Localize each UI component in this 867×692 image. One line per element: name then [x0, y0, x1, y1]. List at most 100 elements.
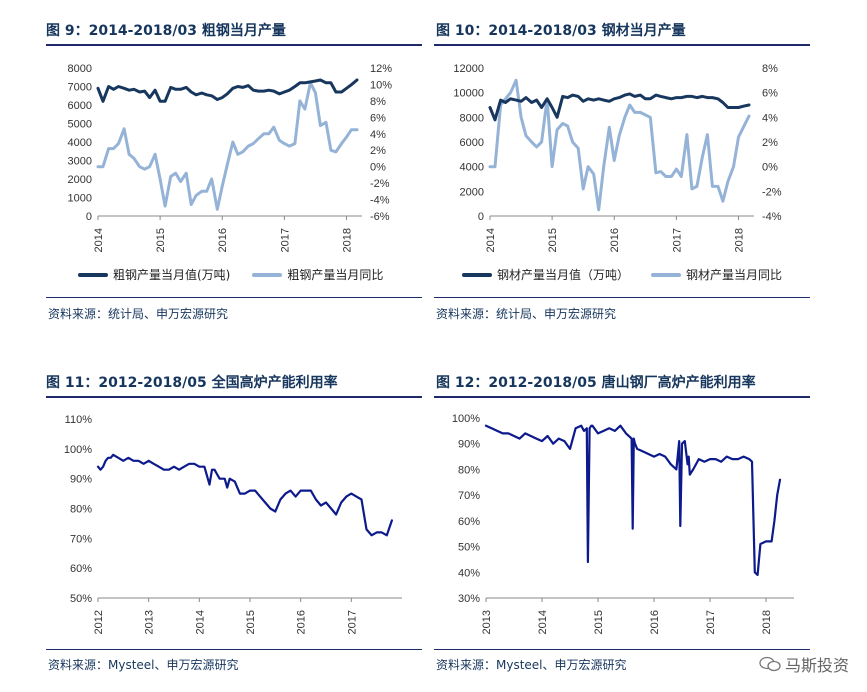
y-tick-label: 110%	[65, 414, 93, 426]
y-tick-label: 6000	[460, 137, 484, 149]
legend-9: 粗钢产量当月值(万吨) 粗钢产量当月同比	[78, 266, 383, 283]
y-tick-label: 0	[86, 211, 92, 223]
y-tick-label: 7000	[68, 82, 92, 94]
y-tick-label: 1000	[68, 193, 92, 205]
y2-tick-label: 0%	[762, 162, 778, 174]
series-line-primary	[484, 424, 782, 576]
x-tick-label: 2014	[93, 228, 105, 252]
title-rule-10	[434, 44, 810, 46]
x-tick-label: 2018	[733, 228, 745, 252]
source-10: 资料来源：统计局、申万宏源研究	[436, 307, 617, 321]
wechat-icon	[759, 656, 781, 672]
y-tick-label: 80%	[70, 504, 92, 516]
x-tick-label: 2016	[217, 228, 229, 252]
x-tick-label: 2018	[341, 228, 353, 252]
x-tick-label: 2018	[761, 610, 773, 634]
y2-tick-label: 6%	[762, 88, 778, 100]
y-tick-label: 2000	[460, 186, 484, 198]
y2-tick-label: 12%	[370, 63, 392, 75]
steel-products-chart: 0 2000 4000 6000 8000 10000 12000 -4% -2% 0% 2% 4% 6…	[453, 63, 782, 252]
y2-tick-label: -4%	[762, 211, 782, 223]
y-tick-label: 10000	[453, 88, 484, 100]
x-tick-label: 2016	[649, 610, 661, 634]
legend-swatch-yoy	[252, 272, 283, 277]
y-tick-label: 80%	[458, 464, 480, 476]
x-tick-label: 2017	[346, 610, 358, 634]
source-12: 资料来源：Mysteel、申万宏源研究	[436, 658, 627, 672]
x-tick-label: 2015	[155, 228, 167, 252]
source-rule-12	[434, 649, 810, 650]
y2-tick-label: 10%	[370, 79, 392, 91]
y-tick-label: 60%	[70, 563, 92, 575]
y-tick-label: 50%	[70, 593, 92, 605]
y2-tick-label: 2%	[370, 145, 386, 157]
x-tick-label: 2012	[93, 610, 105, 634]
tangshan-blast-furnace-chart: 30% 40% 50% 60% 70% 80% 90% 100% 2013 2014 2015 201…	[452, 413, 794, 634]
y2-tick-label: -2%	[762, 186, 782, 198]
title-rule-11	[46, 396, 422, 398]
source-9: 资料来源：统计局、申万宏源研究	[48, 307, 229, 321]
series-line-secondary	[96, 81, 359, 211]
y2-tick-label: 6%	[370, 112, 386, 124]
y-tick-label: 12000	[453, 63, 484, 75]
legend-label-monthly-output: 粗钢产量当月值(万吨)	[113, 268, 231, 282]
chart-title-11: 图 11：2012-2018/05 全国高炉产能利用率	[46, 375, 338, 391]
y-tick-label: 4000	[460, 162, 484, 174]
series-line-secondary	[488, 78, 751, 212]
y-tick-label: 30%	[458, 593, 480, 605]
y-tick-label: 90%	[70, 474, 92, 486]
title-rule-12	[434, 396, 810, 398]
chart-title-12: 图 12：2012-2018/05 唐山钢厂高炉产能利用率	[436, 375, 756, 391]
y-tick-label: 70%	[70, 533, 92, 545]
chart-title-9: 图 9：2014-2018/03 粗钢当月产量	[46, 23, 286, 39]
x-tick-label: 2013	[144, 610, 156, 634]
x-tick-label: 2017	[705, 610, 717, 634]
y-tick-label: 90%	[458, 439, 480, 451]
crude-steel-chart: 0 1000 2000 3000 4000 5000 6000 7000 8000 -6% -4% -…	[68, 63, 393, 252]
title-rule-9	[46, 44, 422, 46]
legend-label-yoy: 粗钢产量当月同比	[287, 268, 384, 282]
x-tick-label: 2016	[296, 610, 308, 634]
x-tick-label: 2014	[537, 610, 549, 634]
x-tick-label: 2014	[485, 228, 497, 252]
watermark: 马斯投资	[759, 652, 849, 676]
y2-tick-label: 4%	[370, 129, 386, 141]
watermark-text: 马斯投资	[784, 656, 849, 675]
y-tick-label: 4000	[68, 137, 92, 149]
chart-title-10: 图 10：2014-2018/03 钢材当月产量	[436, 23, 686, 39]
legend-swatch-yoy	[651, 272, 682, 277]
y2-tick-label: -6%	[370, 211, 390, 223]
x-tick-label: 2016	[609, 228, 621, 252]
x-tick-label: 2014	[194, 610, 206, 634]
y2-tick-label: -2%	[370, 178, 390, 190]
y-tick-label: 6000	[68, 100, 92, 112]
series-line-primary	[488, 92, 751, 122]
x-tick-label: 2015	[245, 610, 257, 634]
y-tick-label: 8000	[460, 112, 484, 124]
y-tick-label: 60%	[458, 516, 480, 528]
y2-tick-label: -4%	[370, 195, 390, 207]
y2-tick-label: 2%	[762, 137, 778, 149]
y-tick-label: 8000	[68, 63, 92, 75]
y-tick-label: 0	[478, 211, 484, 223]
legend-swatch-monthly-output	[78, 272, 108, 277]
y-tick-label: 2000	[68, 174, 92, 186]
source-rule-9	[46, 297, 422, 298]
x-tick-label: 2017	[671, 228, 683, 252]
x-tick-label: 2015	[547, 228, 559, 252]
source-11: 资料来源：Mysteel、申万宏源研究	[48, 658, 239, 672]
y-tick-label: 100%	[452, 413, 480, 425]
y-tick-label: 100%	[64, 444, 92, 456]
legend-10: 钢材产量当月值（万吨） 钢材产量当月同比	[462, 266, 782, 283]
legend-swatch-monthly-output	[462, 272, 492, 277]
series-line-primary	[96, 78, 359, 103]
y-tick-label: 3000	[68, 156, 92, 168]
y2-tick-label: 0%	[370, 162, 386, 174]
source-rule-11	[46, 649, 422, 650]
y-tick-label: 40%	[458, 567, 480, 579]
x-tick-label: 2015	[593, 610, 605, 634]
legend-label-yoy: 钢材产量当月同比	[686, 268, 783, 282]
y2-tick-label: 4%	[762, 112, 778, 124]
y2-tick-label: 8%	[762, 63, 778, 75]
series-line-primary	[96, 453, 393, 537]
